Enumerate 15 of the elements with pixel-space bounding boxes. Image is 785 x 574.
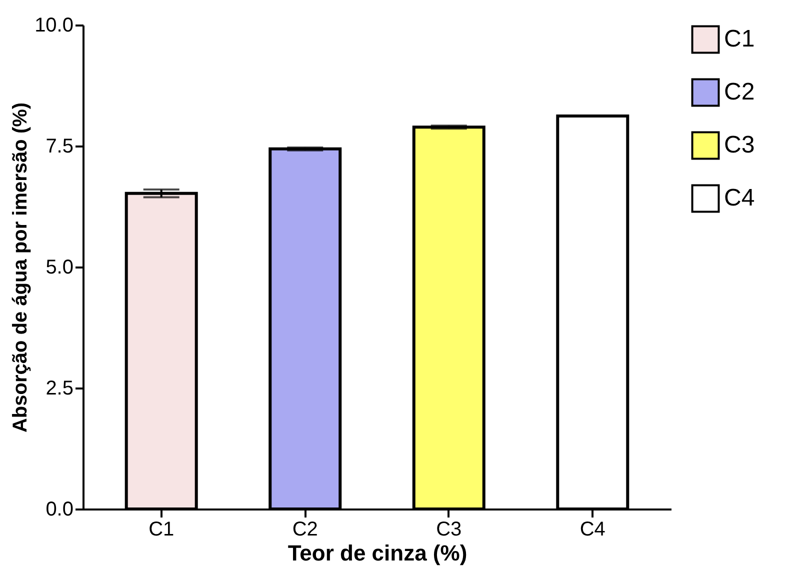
y-tick-label: 5.0 (46, 256, 74, 278)
x-axis-title: Teor de cinza (%) (288, 540, 468, 566)
legend-label: C2 (724, 78, 755, 106)
legend-label: C4 (724, 184, 755, 212)
y-tick-label: 0.0 (46, 498, 74, 520)
y-tick-label: 7.5 (46, 136, 74, 158)
x-tick-label: C2 (292, 518, 318, 540)
x-tick-label: C3 (436, 518, 462, 540)
y-tick-label: 10.0 (34, 14, 74, 36)
y-tick-label: 2.5 (46, 378, 74, 400)
x-tick-label: C1 (148, 518, 174, 540)
legend-label: C1 (724, 26, 755, 52)
y-axis-title: Absorção de água por imersão (%) (10, 102, 32, 433)
legend-label: C3 (724, 132, 755, 158)
x-tick-label: C4 (580, 518, 606, 540)
